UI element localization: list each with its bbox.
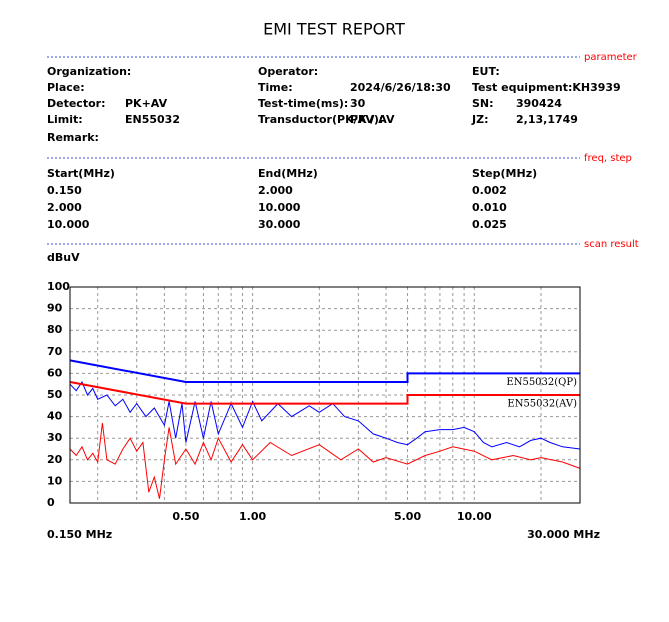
table-header: End(MHz): [258, 167, 318, 180]
field-label: Place:: [47, 81, 85, 94]
y-tick-label: 20: [47, 453, 63, 466]
field-value: PK+AV: [125, 97, 168, 110]
table-cell: 30.000: [258, 218, 301, 231]
trace: [69, 423, 581, 499]
table-cell: 2.000: [47, 201, 82, 214]
x-tick-label: 0.50: [172, 510, 199, 523]
x-end-label: 30.000 MHz: [527, 528, 600, 541]
table-cell: 10.000: [47, 218, 90, 231]
y-tick-label: 30: [47, 431, 63, 444]
limit-label: EN55032(AV): [507, 399, 577, 410]
limit-label: EN55032(QP): [506, 377, 577, 388]
table-cell: 0.150: [47, 184, 82, 197]
table-header: Step(MHz): [472, 167, 537, 180]
x-tick-label: 10.00: [457, 510, 492, 523]
y-tick-label: 50: [47, 388, 63, 401]
table-cell: 0.010: [472, 201, 507, 214]
field-label: Limit:: [47, 113, 83, 126]
limit-line: [69, 359, 580, 383]
field-label: Test-time(ms):: [258, 97, 348, 110]
y-tick-label: 90: [47, 302, 63, 315]
table-header: Start(MHz): [47, 167, 115, 180]
limit-line: [69, 381, 580, 405]
field-label: Operator:: [258, 65, 318, 78]
trace: [69, 380, 581, 450]
field-label: Organization:: [47, 65, 131, 78]
table-cell: 10.000: [258, 201, 301, 214]
section-label: scan result: [584, 239, 639, 250]
y-tick-label: 70: [47, 345, 63, 358]
field-label: EUT:: [472, 65, 500, 78]
y-tick-label: 60: [47, 366, 63, 379]
x-tick-label: 1.00: [239, 510, 266, 523]
field-label: Detector:: [47, 97, 105, 110]
x-tick-label: 5.00: [394, 510, 421, 523]
section-label: parameter: [584, 52, 638, 63]
field-label: Transductor(PK/AV):: [258, 113, 383, 126]
report-title: EMI TEST REPORT: [263, 20, 405, 39]
field-value: EN55032: [125, 113, 180, 126]
field-value: PK / AV: [350, 113, 395, 126]
field-label: Time:: [258, 81, 293, 94]
y-tick-label: 100: [47, 280, 70, 293]
field-label: JZ:: [471, 113, 488, 126]
y-tick-label: 10: [47, 474, 63, 487]
field-value: 2024/6/26/18:30: [350, 81, 451, 94]
plot-border: [69, 286, 581, 504]
field-label: Remark:: [47, 131, 99, 144]
field-value: 30: [350, 97, 366, 110]
field-label: Test equipment:KH3939: [472, 81, 621, 94]
x-start-label: 0.150 MHz: [47, 528, 112, 541]
table-cell: 0.025: [472, 218, 507, 231]
y-unit: dBuV: [47, 251, 80, 264]
y-tick-label: 80: [47, 323, 63, 336]
field-label: SN:: [472, 97, 494, 110]
y-tick-label: 40: [47, 410, 63, 423]
field-value: 2,13,1749: [516, 113, 578, 126]
section-label: freq, step: [584, 153, 632, 164]
field-value: 390424: [516, 97, 562, 110]
y-tick-label: 0: [47, 496, 55, 509]
table-cell: 0.002: [472, 184, 507, 197]
table-cell: 2.000: [258, 184, 293, 197]
